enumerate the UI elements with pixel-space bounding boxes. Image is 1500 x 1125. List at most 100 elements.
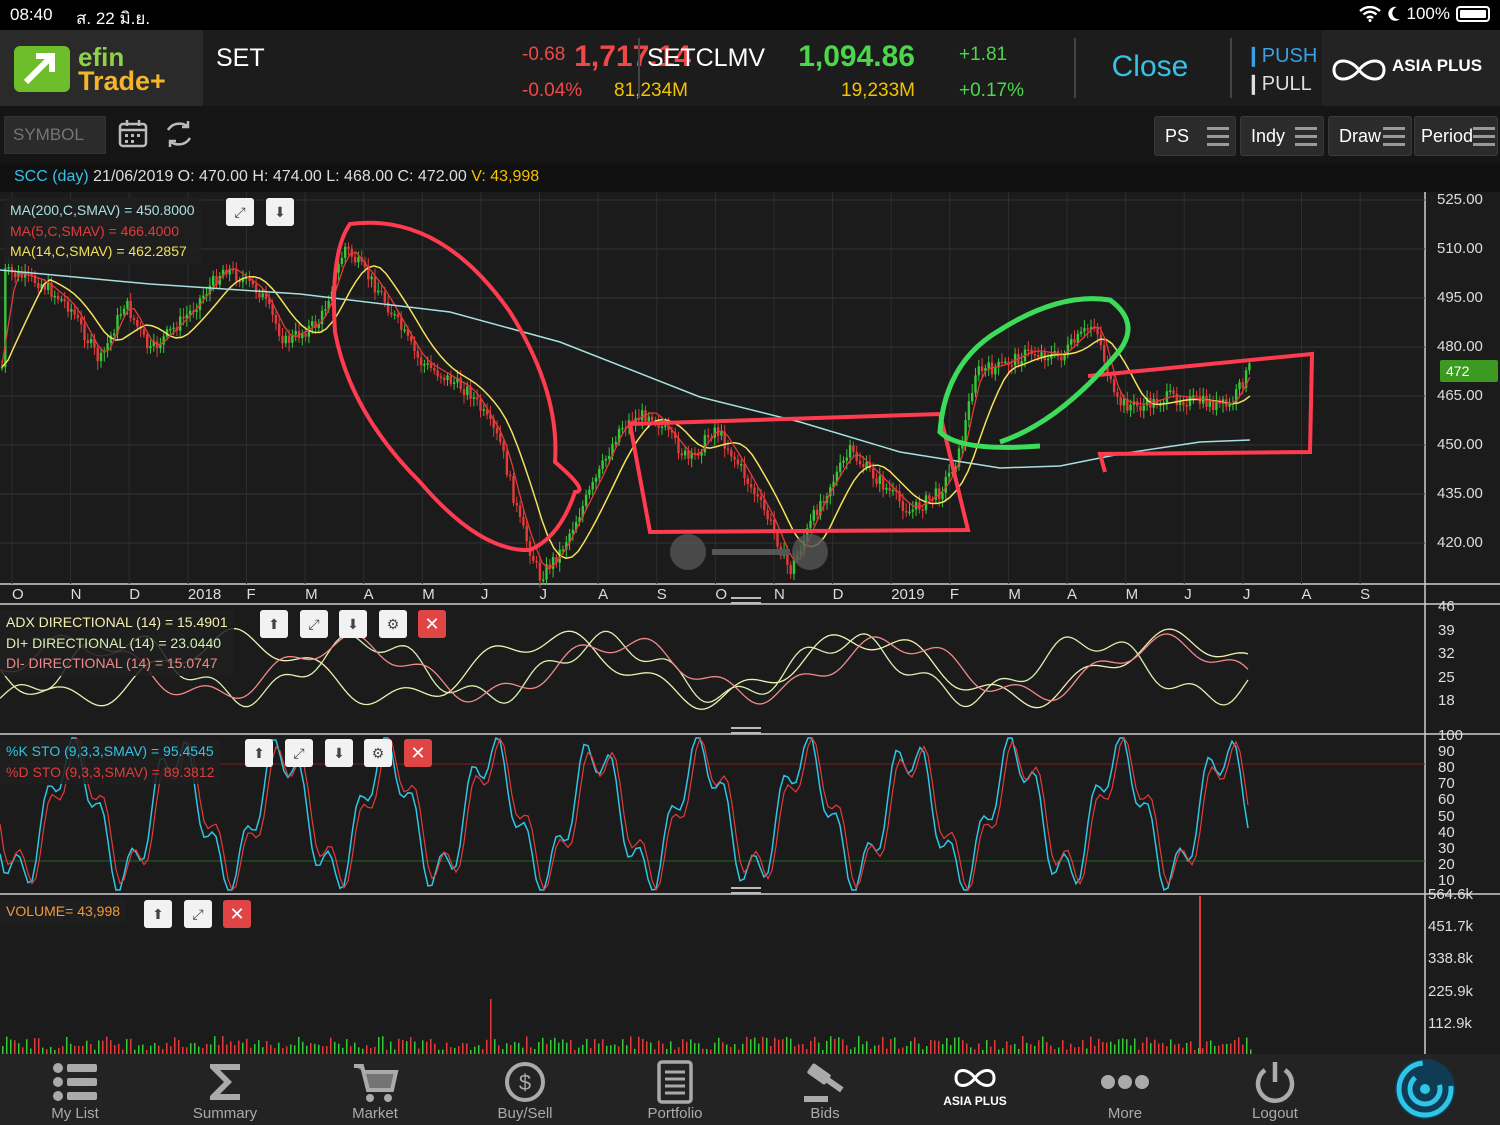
candle-body (683, 450, 687, 456)
volume-bar (1246, 1037, 1248, 1054)
assistant-icon[interactable] (1392, 1056, 1458, 1122)
expand-icon[interactable]: ⤢ (285, 739, 313, 767)
close-icon[interactable]: ✕ (418, 610, 446, 638)
volume-bar (846, 1045, 848, 1054)
nav-buy-sell[interactable]: $ Buy/Sell (450, 1054, 600, 1125)
refresh-icon[interactable] (163, 118, 195, 150)
close-icon[interactable]: ✕ (223, 900, 251, 928)
candle-body (1030, 349, 1033, 355)
annotation-ellipse (937, 296, 1131, 450)
candle-body (446, 375, 449, 381)
candle-body (815, 509, 819, 516)
nav-market[interactable]: Market (300, 1054, 450, 1125)
push-pull-toggle[interactable]: ❙PUSH ❙PULL (1245, 42, 1317, 98)
candle-body (1139, 406, 1142, 411)
pull-option[interactable]: ❙PULL (1245, 73, 1312, 95)
market-status: Close (1111, 50, 1189, 83)
volume-bar (698, 1043, 700, 1054)
chart-area[interactable]: MA(200,C,SMAV) = 450.8000 MA(5,C,SMAV) =… (0, 191, 1500, 1054)
nav-asia-plus[interactable]: ASIA PLUS (900, 1054, 1050, 1125)
volume-bar (598, 1043, 600, 1054)
nav-summary[interactable]: Summary (150, 1054, 300, 1125)
volume-bar (778, 1039, 780, 1054)
info-high: 474.00 (272, 168, 322, 185)
candle-body (86, 340, 89, 344)
candle-body (855, 451, 858, 461)
candle-body (1195, 395, 1198, 397)
nav-my-list[interactable]: My List (0, 1054, 150, 1125)
candle-body (221, 269, 225, 277)
settings-icon[interactable]: ⚙ (379, 610, 407, 638)
candle-body (462, 389, 466, 395)
volume-bar (478, 1045, 480, 1054)
setclmv-index[interactable]: SETCLMV 1,094.86 19,233M +1.81 +0.17% (640, 30, 1075, 106)
candle-body (957, 448, 961, 467)
nav-bids[interactable]: Bids (750, 1054, 900, 1125)
set-percent: -0.04% (522, 80, 583, 101)
volume-bar (178, 1039, 180, 1054)
candle-body (109, 335, 113, 344)
volume-bar (930, 1039, 932, 1054)
volume-bar (530, 1047, 532, 1054)
candle-body (132, 318, 136, 320)
volume-bar (22, 1047, 24, 1054)
candle-body (1063, 353, 1066, 361)
move-down-icon[interactable]: ⬇ (266, 198, 294, 226)
candle-body (122, 308, 126, 315)
nav-logout[interactable]: Logout (1200, 1054, 1350, 1125)
volume-bar (206, 1043, 208, 1054)
candle-body (149, 346, 152, 349)
candle-body (63, 299, 66, 302)
candle-body (703, 435, 707, 453)
candle-body (1086, 328, 1089, 330)
volume-bar (1130, 1045, 1132, 1054)
volume-bar (738, 1049, 740, 1054)
push-option[interactable]: ❙PUSH (1245, 45, 1318, 67)
adx-tick-label: 46 (1438, 598, 1455, 615)
volume-bar (1030, 1044, 1032, 1054)
settings-icon[interactable]: ⚙ (364, 739, 392, 767)
close-icon[interactable]: ✕ (404, 739, 432, 767)
candle-body (819, 500, 822, 516)
expand-icon[interactable]: ⤢ (184, 900, 212, 928)
nav-portfolio[interactable]: Portfolio (600, 1054, 750, 1125)
volume-bar (562, 1039, 564, 1054)
nav-more[interactable]: More (1050, 1054, 1200, 1125)
ps-button[interactable]: PS (1154, 116, 1236, 156)
move-up-icon[interactable]: ⬆ (144, 900, 172, 928)
sto-tick-label: 30 (1438, 839, 1455, 857)
volume-bar (518, 1042, 520, 1054)
candle-body (561, 549, 565, 552)
volume-bar (770, 1045, 772, 1054)
candle-body (641, 410, 644, 421)
volume-bar (242, 1042, 244, 1054)
price-tick-label: 495.00 (1437, 289, 1483, 306)
set-index[interactable]: SET 1,717.14 81,234M -0.68 -0.04% (203, 30, 691, 106)
volume-bar (366, 1045, 368, 1054)
candle-body (736, 459, 740, 465)
candle-body (687, 450, 690, 459)
volume-bar (418, 1048, 420, 1054)
candle-body (73, 309, 76, 315)
volume-tick-label: 112.9k (1428, 1014, 1472, 1032)
move-up-icon[interactable]: ⬆ (245, 739, 273, 767)
indicator-button[interactable]: Indy (1240, 116, 1324, 156)
candle-body (634, 417, 637, 425)
draw-button[interactable]: Draw (1328, 116, 1412, 156)
symbol-input[interactable] (4, 116, 106, 154)
expand-icon[interactable]: ⤢ (300, 610, 328, 638)
candle-body (848, 445, 852, 458)
expand-icon[interactable]: ⤢ (226, 198, 254, 226)
candle-body (495, 427, 499, 434)
period-button[interactable]: Period (1414, 116, 1498, 156)
volume-bar (378, 1037, 380, 1054)
volume-bar (2, 1046, 4, 1054)
move-up-icon[interactable]: ⬆ (260, 610, 288, 638)
move-down-icon[interactable]: ⬇ (339, 610, 367, 638)
move-down-icon[interactable]: ⬇ (325, 739, 353, 767)
candle-body (1073, 339, 1076, 343)
chart-canvas[interactable] (0, 192, 1500, 1054)
volume-bar (522, 1047, 524, 1054)
calendar-icon[interactable] (117, 118, 149, 150)
volume-bar (610, 1045, 612, 1054)
